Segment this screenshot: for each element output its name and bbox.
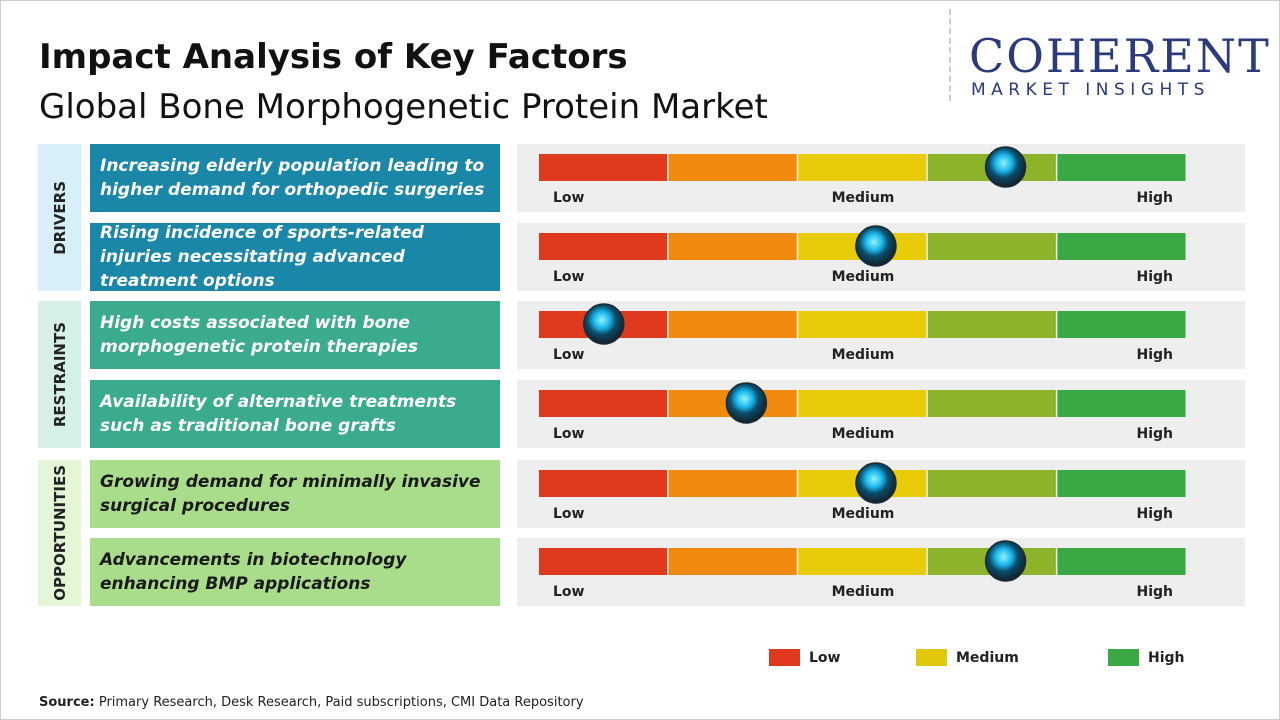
scale-label: Medium (832, 347, 895, 363)
gauge-panel: Low Medium High (517, 301, 1245, 369)
gauge-panel: Low Medium High (517, 538, 1245, 606)
group-name: RESTRAINTS (50, 321, 69, 428)
legend-label: Low (809, 650, 841, 666)
source-label: Source: (39, 695, 95, 710)
factor-text: High costs associated with bone morphoge… (90, 301, 500, 369)
gauge-panel: Low Medium High (517, 380, 1245, 448)
scale-label: High (1136, 584, 1173, 600)
scale-label: High (1136, 269, 1173, 285)
logo-tagline: MARKET INSIGHTS (971, 80, 1210, 100)
scale-segment (1057, 154, 1186, 181)
scale-segment (668, 470, 797, 497)
legend-label: High (1148, 650, 1185, 666)
scale-segment (1057, 390, 1186, 417)
scale-label: Low (553, 269, 585, 285)
scale-segment (798, 154, 927, 181)
source-text: Primary Research, Desk Research, Paid su… (98, 695, 584, 710)
subtitle: Global Bone Morphogenetic Protein Market (39, 87, 768, 127)
group-name: DRIVERS (50, 180, 69, 255)
gauge: Low Medium High (539, 382, 1186, 442)
scale-segment (539, 390, 668, 417)
scale-segment (539, 233, 668, 260)
scale-segment (1057, 548, 1186, 575)
scale-segment (668, 311, 797, 338)
gauge-panel: Low Medium High (517, 223, 1245, 291)
gauge-panel: Low Medium High (517, 460, 1245, 528)
scale-label: High (1136, 190, 1173, 206)
knob (725, 382, 768, 424)
group-label: OPPORTUNITIES (38, 460, 81, 606)
logo-name: COHERENT (969, 29, 1271, 83)
scale-segment (798, 548, 927, 575)
knob (855, 462, 897, 504)
scale-label: Low (553, 426, 585, 442)
gauge-panel: Low Medium High (517, 144, 1245, 212)
scale-label: Medium (832, 426, 895, 442)
scale-segment (1057, 470, 1186, 497)
knob (984, 540, 1027, 582)
scale-segment (539, 548, 668, 575)
group-label: RESTRAINTS (38, 301, 81, 448)
gauge: Low Medium High (539, 146, 1186, 206)
source: Source: Primary Research, Desk Research,… (39, 695, 584, 710)
scale-label: Low (553, 584, 585, 600)
factor-text: Availability of alternative treatments s… (90, 380, 500, 448)
scale-segment (927, 390, 1056, 417)
scale-segment (1057, 233, 1186, 260)
factor-text: Advancements in biotechnology enhancing … (90, 538, 500, 606)
knob (984, 146, 1027, 188)
gauge: Low Medium High (539, 303, 1186, 363)
scale-segment (668, 548, 797, 575)
factor-text: Growing demand for minimally invasive su… (90, 460, 500, 528)
scale-segment (668, 154, 797, 181)
legend-swatch (916, 649, 947, 666)
scale-label: Medium (832, 190, 895, 206)
gauge: Low Medium High (539, 225, 1186, 285)
title: Impact Analysis of Key Factors (39, 37, 628, 77)
legend: Low Medium High (769, 649, 1185, 666)
scale-label: Medium (832, 584, 895, 600)
legend-label: Medium (956, 650, 1019, 666)
scale-segment (539, 154, 668, 181)
scale-segment (539, 470, 668, 497)
scale-segment (927, 311, 1056, 338)
legend-swatch (769, 649, 800, 666)
legend-swatch (1108, 649, 1139, 666)
scale-label: High (1136, 426, 1173, 442)
group-name: OPPORTUNITIES (50, 465, 69, 601)
scale-segment (927, 470, 1056, 497)
scale-segment (668, 233, 797, 260)
gauge: Low Medium High (539, 462, 1186, 522)
scale-segment (798, 390, 927, 417)
scale-label: Low (553, 190, 585, 206)
scale-label: Low (553, 506, 585, 522)
group-label: DRIVERS (38, 144, 81, 291)
knob (855, 225, 897, 267)
scale-label: High (1136, 347, 1173, 363)
scale-segment (927, 233, 1056, 260)
gauge: Low Medium High (539, 540, 1186, 600)
factor-text: Increasing elderly population leading to… (90, 144, 500, 212)
factor-text: Rising incidence of sports-related injur… (90, 223, 500, 291)
scale-label: High (1136, 506, 1173, 522)
knob (583, 303, 625, 345)
scale-label: Medium (832, 269, 895, 285)
scale-label: Medium (832, 506, 895, 522)
divider (949, 9, 951, 101)
scale-segment (1057, 311, 1186, 338)
scale-label: Low (553, 347, 585, 363)
scale-segment (798, 311, 927, 338)
